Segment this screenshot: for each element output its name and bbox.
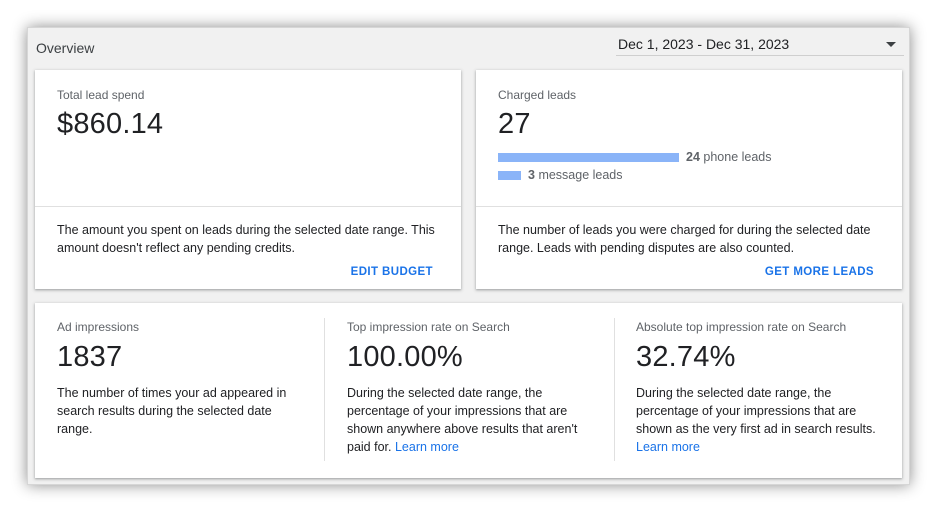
metric-description-text: During the selected date range, the perc… (347, 386, 578, 454)
card-summary: Total lead spend $860.14 (35, 70, 461, 207)
ad-impressions-value: 1837 (57, 341, 123, 373)
card-summary: Charged leads 27 24 phone leads 3 messag… (476, 70, 902, 207)
learn-more-link[interactable]: Learn more (394, 440, 459, 454)
metric-label: Top impression rate on Search (347, 320, 510, 334)
learn-more-link[interactable]: Learn more (636, 440, 700, 454)
overview-title: Overview (36, 40, 95, 56)
total-lead-spend-card: Total lead spend $860.14 The amount you … (35, 70, 461, 289)
top-impression-rate-value: 100.00% (347, 341, 463, 373)
dropdown-arrow-icon (886, 42, 896, 47)
card-label: Charged leads (498, 88, 577, 102)
date-range-value: Dec 1, 2023 - Dec 31, 2023 (618, 36, 790, 52)
metric-description: During the selected date range, the perc… (347, 384, 593, 456)
phone-leads-count: 24 (686, 150, 700, 164)
metric-description-text: During the selected date range, the perc… (636, 386, 876, 436)
card-description: The amount you spent on leads during the… (57, 223, 435, 255)
metric-description: During the selected date range, the perc… (636, 384, 888, 456)
overview-panel: Overview Dec 1, 2023 - Dec 31, 2023 Tota… (27, 27, 910, 485)
absolute-top-impression-rate-metric: Absolute top impression rate on Search 3… (636, 303, 896, 478)
message-leads-label: 3 message leads (528, 168, 623, 182)
date-range-select[interactable]: Dec 1, 2023 - Dec 31, 2023 (616, 33, 904, 56)
message-leads-text: message leads (538, 168, 623, 182)
top-impression-rate-metric: Top impression rate on Search 100.00% Du… (347, 303, 607, 478)
impression-metrics-card: Ad impressions 1837 The number of times … (35, 303, 902, 478)
metric-label: Ad impressions (57, 320, 140, 334)
phone-leads-bar (498, 153, 679, 162)
ad-impressions-metric: Ad impressions 1837 The number of times … (57, 303, 317, 478)
phone-leads-label: 24 phone leads (686, 150, 772, 164)
metric-description: The number of times your ad appeared in … (57, 384, 303, 438)
absolute-top-impression-rate-value: 32.74% (636, 341, 736, 373)
column-divider (614, 318, 615, 461)
message-leads-bar (498, 171, 521, 180)
charged-leads-value: 27 (498, 108, 531, 140)
card-label: Total lead spend (57, 88, 145, 102)
charged-leads-card: Charged leads 27 24 phone leads 3 messag… (476, 70, 902, 289)
metric-description-text: The number of times your ad appeared in … (57, 386, 287, 436)
card-description: The number of leads you were charged for… (498, 223, 871, 255)
edit-budget-button[interactable]: EDIT BUDGET (350, 266, 433, 278)
phone-leads-text: phone leads (703, 150, 772, 164)
message-leads-count: 3 (528, 168, 535, 182)
get-more-leads-button[interactable]: GET MORE LEADS (764, 266, 874, 278)
column-divider (324, 318, 325, 461)
total-lead-spend-value: $860.14 (57, 108, 164, 140)
metric-label: Absolute top impression rate on Search (636, 320, 847, 334)
